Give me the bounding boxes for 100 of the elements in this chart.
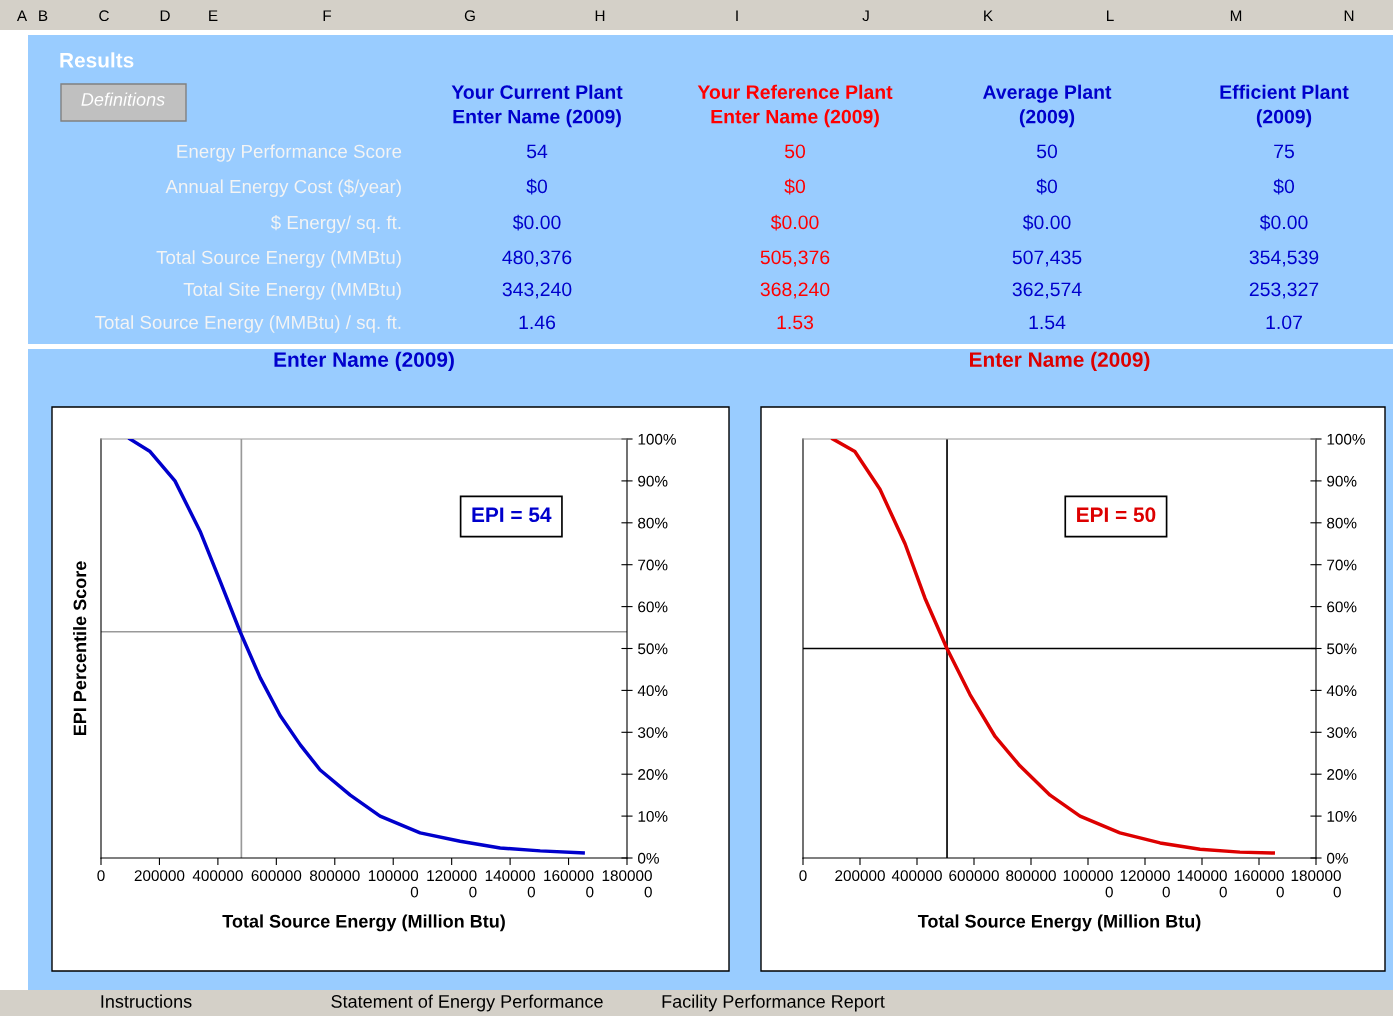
text: 507,435: [1012, 250, 1082, 267]
text: 1.07: [1266, 315, 1302, 330]
text: Definitions: [81, 92, 165, 106]
y-tick-label: 70%: [638, 559, 668, 571]
x-tick-label: 120000 0: [1120, 870, 1170, 898]
x-tick-label: 200000: [835, 870, 885, 882]
x-tick-label: 120000 0: [427, 870, 477, 898]
y-tick-label: 50%: [638, 643, 668, 655]
text: Statement of Energy Performance: [331, 994, 603, 1012]
y-tick-label: 0%: [1327, 852, 1348, 864]
x-tick-label: 600000: [949, 870, 999, 882]
category-label: C: [99, 10, 109, 22]
y-tick-label: 40%: [1326, 685, 1357, 697]
category-label: K: [984, 10, 993, 21]
y-tick-label: 70%: [1327, 559, 1357, 571]
category-label: F: [323, 10, 332, 21]
x-tick-label: 800000: [309, 870, 360, 882]
text: 253,327: [1249, 282, 1319, 299]
x-axis-title: Total Source Energy (Million Btu): [917, 914, 1201, 932]
y-tick-label: 90%: [638, 475, 668, 487]
text: $0: [1273, 178, 1295, 195]
text: 343,240: [502, 282, 572, 299]
y-tick-label: 0%: [638, 852, 659, 864]
text: 354,539: [1249, 250, 1319, 267]
y-tick-label: 80%: [638, 517, 668, 529]
category-label: Energy Performance Score: [177, 144, 402, 162]
category-label: Your Reference Plant Enter Name (2009): [697, 84, 893, 128]
y-tick-label: 60%: [638, 601, 668, 613]
text: $0.00: [1259, 214, 1308, 231]
x-tick-label: 200000: [134, 870, 185, 882]
category-label: Average Plant (2009): [983, 84, 1112, 128]
x-tick-label: 0: [97, 870, 105, 882]
x-tick-label: 180000 0: [602, 870, 652, 898]
line-series: [128, 439, 585, 855]
category-label: A: [16, 10, 28, 21]
x-tick-label: 800000: [1006, 870, 1056, 882]
x-axis-title: Total Source Energy (Million Btu): [222, 914, 505, 932]
annotation: EPI = 54: [472, 507, 552, 523]
x-tick-label: 140000 0: [485, 870, 536, 898]
category-label: G: [464, 10, 475, 22]
x-tick-label: 400000: [192, 870, 243, 882]
y-tick-label: 30%: [638, 727, 668, 738]
text: 1.54: [1029, 315, 1066, 330]
text: $0.00: [512, 214, 561, 231]
category-label: Annual Energy Cost ($/year): [165, 179, 401, 197]
y-tick-label: 40%: [637, 685, 668, 697]
category-label: $ Energy/ sq. ft.: [270, 215, 401, 233]
y-tick-label: 20%: [1327, 769, 1357, 780]
text: 505,376: [760, 250, 830, 267]
text: 50: [1036, 144, 1058, 159]
x-tick-label: 600000: [251, 870, 302, 882]
y-tick-label: 80%: [1327, 517, 1357, 529]
chart-title: Enter Name (2009): [274, 351, 454, 372]
text: $0: [1036, 178, 1058, 195]
text: 1.53: [777, 315, 814, 330]
x-tick-label: 0: [799, 870, 807, 882]
x-tick-label: 180000 0: [1291, 870, 1341, 898]
text: Instructions: [101, 994, 192, 1008]
text: 362,574: [1012, 282, 1082, 299]
x-tick-label: 400000: [891, 870, 942, 882]
category-label: N: [1344, 10, 1354, 21]
category-label: I: [736, 10, 738, 21]
text: Facility Performance Report: [662, 994, 885, 1012]
y-tick-label: 100%: [1327, 433, 1365, 445]
category-label: Total Source Energy (MMBtu) / sq. ft.: [95, 315, 401, 333]
line-series: [831, 439, 1275, 855]
category-label: Efficient Plant (2009): [1220, 84, 1349, 128]
category-label: D: [160, 10, 170, 21]
y-tick-label: 50%: [1327, 643, 1357, 655]
x-tick-label: 160000 0: [1234, 870, 1284, 898]
x-tick-label: 160000 0: [544, 870, 594, 898]
category-label: M: [1230, 10, 1242, 21]
text: 1.46: [519, 315, 556, 330]
text: $0.00: [770, 214, 819, 231]
category-label: H: [595, 10, 605, 21]
x-tick-label: 140000 0: [1177, 870, 1227, 898]
category-label: J: [862, 10, 869, 22]
category-label: E: [209, 10, 218, 21]
category-label: Total Source Energy (MMBtu): [156, 250, 401, 268]
category-label: Your Current Plant Enter Name (2009): [451, 84, 623, 128]
text: $0: [526, 178, 548, 195]
y-tick-label: 10%: [638, 810, 668, 822]
annotation: EPI = 50: [1077, 507, 1156, 523]
y-tick-label: 90%: [1327, 475, 1357, 487]
text: 75: [1274, 144, 1294, 159]
text: $0.00: [1022, 214, 1071, 231]
category-label: L: [1107, 10, 1114, 21]
text: $0: [784, 178, 806, 195]
text: 50: [784, 144, 806, 159]
text: 368,240: [760, 282, 830, 299]
y-tick-label: 30%: [1327, 727, 1357, 738]
y-tick-label: 10%: [1327, 810, 1357, 822]
y-tick-label: 20%: [638, 769, 668, 780]
y-tick-label: 100%: [638, 433, 676, 445]
chart-title: Enter Name (2009): [970, 351, 1150, 372]
y-tick-label: 60%: [1327, 601, 1357, 613]
category-label: B: [39, 10, 48, 21]
y-axis-title: EPI Percentile Score: [73, 561, 87, 736]
x-tick-label: 100000 0: [368, 870, 419, 898]
category-label: Total Site Energy (MMBtu): [183, 282, 401, 300]
